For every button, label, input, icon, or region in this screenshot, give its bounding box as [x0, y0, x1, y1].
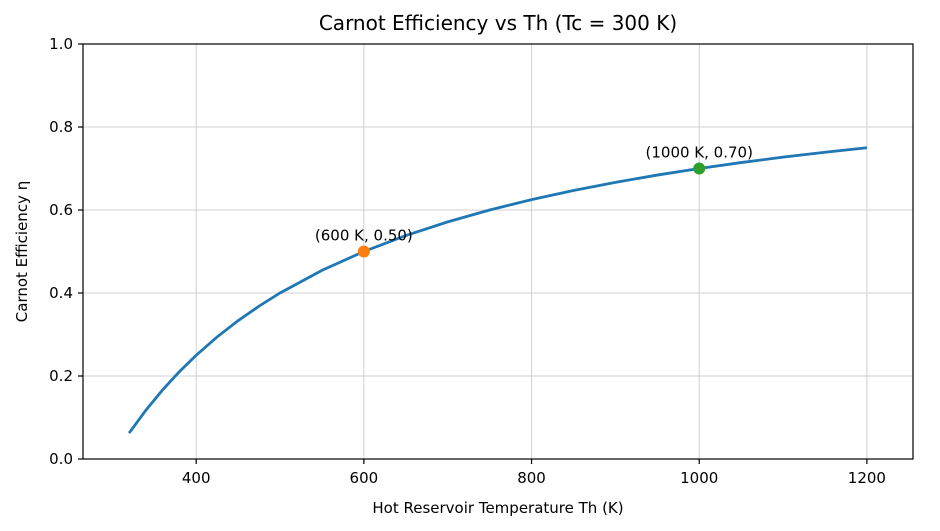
grid-layer — [83, 43, 913, 460]
chart-title: Carnot Efficiency vs Th (Tc = 300 K) — [319, 11, 677, 35]
point-annotation: (600 K, 0.50) — [315, 227, 413, 245]
y-axis-label: Carnot Efficiency η — [13, 181, 31, 322]
efficiency-curve — [127, 146, 868, 434]
y-tick-label: 1.0 — [49, 35, 73, 53]
point-annotation: (1000 K, 0.70) — [646, 144, 753, 162]
y-tick-label: 0.4 — [49, 284, 73, 302]
y-tick-label: 0.2 — [49, 367, 73, 385]
y-tick-label: 0.6 — [49, 201, 73, 219]
y-tick-label: 0.8 — [49, 118, 73, 136]
highlight-point — [357, 245, 370, 258]
x-tick-label: 1000 — [680, 469, 718, 487]
x-tick-label: 400 — [182, 469, 211, 487]
x-tick-label: 1200 — [848, 469, 886, 487]
x-tick-label: 600 — [350, 469, 379, 487]
plot-frame — [82, 43, 914, 460]
tick-layer: 400 600 800 1000 1200 0.0 0.2 0.4 0.6 0.8 1.0 — [49, 35, 886, 487]
y-tick-label: 0.0 — [49, 450, 73, 468]
highlight-point — [693, 162, 706, 175]
x-tick-label: 800 — [517, 469, 546, 487]
label-layer: Carnot Efficiency vs Th (Tc = 300 K) Hot… — [13, 11, 677, 517]
x-axis-label: Hot Reservoir Temperature Th (K) — [372, 499, 623, 517]
plot-layer: (600 K, 0.50) (1000 K, 0.70) — [127, 144, 868, 434]
